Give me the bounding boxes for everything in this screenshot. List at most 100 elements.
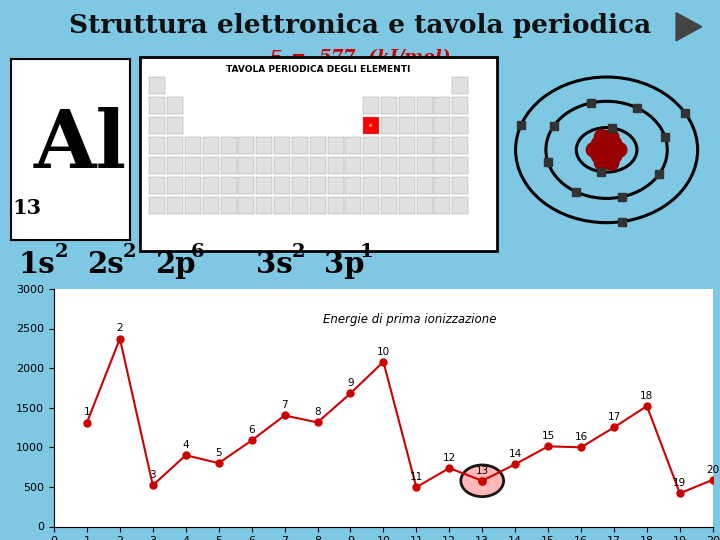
- Bar: [203, 177, 219, 194]
- Bar: [434, 97, 451, 114]
- Bar: [550, 122, 558, 130]
- Circle shape: [595, 156, 608, 170]
- Bar: [274, 157, 290, 174]
- Text: 17: 17: [608, 412, 621, 422]
- Bar: [274, 137, 290, 154]
- Bar: [310, 177, 325, 194]
- Bar: [587, 99, 595, 107]
- Text: 1s: 1s: [19, 249, 55, 279]
- Bar: [452, 77, 468, 94]
- Bar: [256, 197, 272, 214]
- Bar: [399, 117, 415, 134]
- Bar: [381, 137, 397, 154]
- Bar: [618, 218, 626, 226]
- Text: 9: 9: [347, 378, 354, 388]
- Text: 18: 18: [640, 391, 654, 401]
- Bar: [434, 137, 451, 154]
- Bar: [681, 110, 690, 118]
- Bar: [238, 157, 254, 174]
- Bar: [434, 117, 451, 134]
- Text: 16: 16: [575, 432, 588, 442]
- Bar: [167, 157, 183, 174]
- Bar: [381, 177, 397, 194]
- Text: 2s: 2s: [86, 249, 124, 279]
- Bar: [434, 157, 451, 174]
- Bar: [363, 117, 379, 134]
- Bar: [220, 177, 237, 194]
- Bar: [452, 137, 468, 154]
- Text: TAVOLA PERIODICA DEGLI ELEMENTI: TAVOLA PERIODICA DEGLI ELEMENTI: [226, 65, 411, 75]
- Bar: [167, 197, 183, 214]
- Bar: [238, 177, 254, 194]
- Text: 6: 6: [248, 426, 255, 435]
- Bar: [381, 117, 397, 134]
- Text: 3s: 3s: [256, 249, 292, 279]
- Bar: [381, 97, 397, 114]
- Bar: [256, 157, 272, 174]
- Circle shape: [605, 130, 618, 144]
- Bar: [328, 177, 343, 194]
- Bar: [452, 97, 468, 114]
- Bar: [598, 168, 606, 176]
- Text: 14: 14: [508, 449, 522, 459]
- Bar: [220, 197, 237, 214]
- Bar: [452, 177, 468, 194]
- Text: 15: 15: [541, 431, 554, 441]
- Bar: [363, 157, 379, 174]
- Bar: [618, 193, 626, 201]
- Bar: [220, 157, 237, 174]
- Bar: [149, 177, 166, 194]
- Bar: [346, 177, 361, 194]
- Bar: [517, 121, 525, 129]
- Circle shape: [600, 131, 613, 145]
- Bar: [167, 97, 183, 114]
- Bar: [256, 177, 272, 194]
- Bar: [346, 137, 361, 154]
- Circle shape: [600, 155, 613, 169]
- Bar: [149, 77, 166, 94]
- Bar: [185, 157, 201, 174]
- Bar: [167, 137, 183, 154]
- Polygon shape: [676, 12, 702, 40]
- Bar: [417, 177, 433, 194]
- Text: 12: 12: [443, 453, 456, 463]
- Circle shape: [608, 149, 622, 163]
- Bar: [167, 177, 183, 194]
- Bar: [661, 133, 670, 141]
- Bar: [572, 188, 580, 196]
- Bar: [292, 157, 308, 174]
- Bar: [363, 97, 379, 114]
- Bar: [185, 177, 201, 194]
- Bar: [292, 197, 308, 214]
- Text: 2: 2: [117, 323, 123, 334]
- Bar: [633, 104, 641, 112]
- Bar: [185, 137, 201, 154]
- Bar: [274, 197, 290, 214]
- Bar: [203, 157, 219, 174]
- Text: 3p: 3p: [324, 249, 364, 279]
- Text: Al: Al: [33, 107, 126, 185]
- Text: 2: 2: [55, 242, 68, 261]
- Circle shape: [605, 156, 618, 170]
- Circle shape: [608, 137, 622, 151]
- Bar: [655, 170, 663, 178]
- Bar: [452, 157, 468, 174]
- Text: Struttura elettronica e tavola periodica: Struttura elettronica e tavola periodica: [69, 14, 651, 38]
- Text: 4: 4: [182, 440, 189, 450]
- Text: 1: 1: [360, 242, 374, 261]
- Bar: [149, 137, 166, 154]
- Text: 13: 13: [13, 198, 42, 218]
- Bar: [417, 157, 433, 174]
- Bar: [167, 117, 183, 134]
- Text: 13: 13: [476, 465, 489, 476]
- Bar: [363, 177, 379, 194]
- Text: 6: 6: [191, 242, 204, 261]
- Text: 7: 7: [282, 400, 288, 410]
- Circle shape: [591, 149, 606, 163]
- Bar: [434, 177, 451, 194]
- Text: 3: 3: [150, 470, 156, 480]
- Bar: [452, 197, 468, 214]
- Circle shape: [613, 143, 627, 157]
- Text: 10: 10: [377, 347, 390, 356]
- Bar: [328, 157, 343, 174]
